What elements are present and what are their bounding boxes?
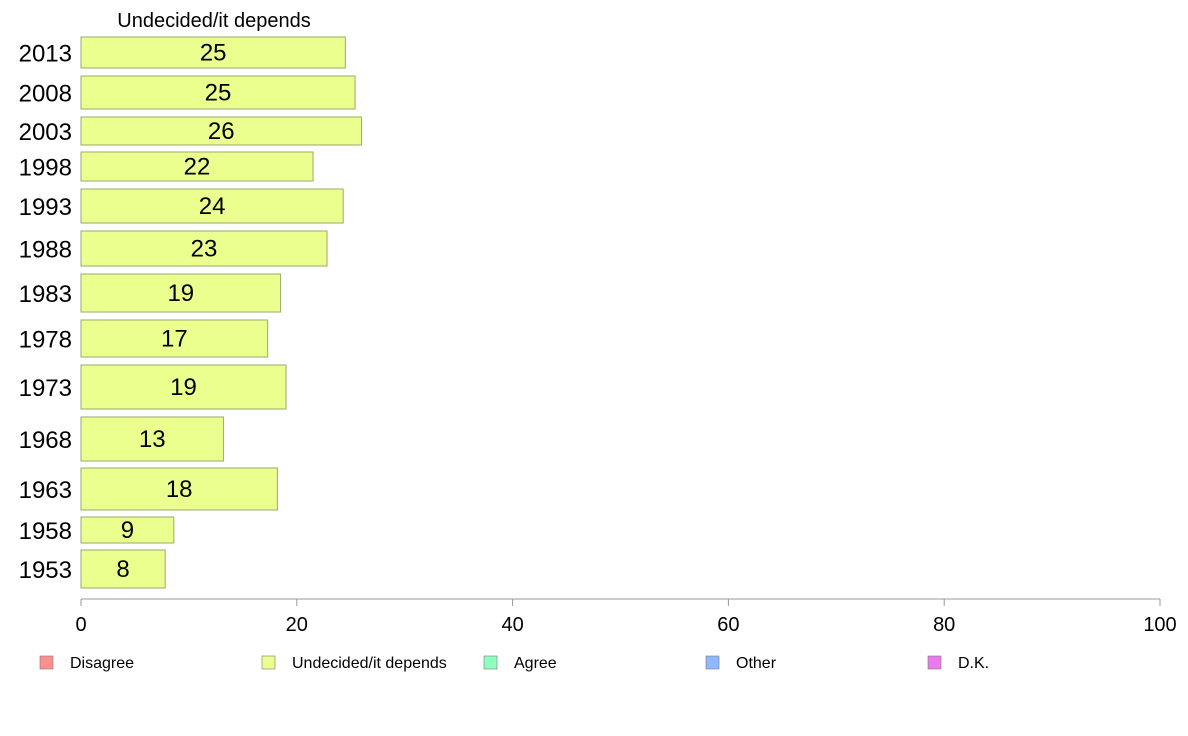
bar-1953 — [80, 549, 166, 589]
bar-value-label: 23 — [191, 236, 218, 263]
year-label: 1978 — [19, 327, 72, 354]
bar-value-label: 26 — [208, 118, 235, 145]
bar-value-label: 17 — [161, 326, 188, 353]
legend-label: Disagree — [70, 655, 134, 672]
bar-1993 — [80, 188, 344, 224]
year-label: 2013 — [19, 41, 72, 68]
legend-swatch — [705, 655, 720, 670]
bar-value-label: 8 — [116, 556, 129, 583]
bar-2003 — [80, 116, 363, 146]
bar-2008 — [80, 75, 356, 110]
year-label: 1958 — [19, 518, 72, 545]
legend: Disagree Undecided/it depends Agree Other D.… — [39, 655, 989, 672]
bar-value-label: 19 — [167, 280, 194, 307]
x-tick-label: 0 — [75, 614, 86, 636]
year-label: 1973 — [19, 375, 72, 402]
bar-1983 — [80, 273, 282, 313]
bar-value-label: 9 — [121, 517, 134, 544]
year-label: 1993 — [19, 194, 72, 221]
year-label: 1953 — [19, 557, 72, 584]
bar-value-label: 19 — [170, 374, 197, 401]
legend-label: Other — [736, 655, 777, 672]
x-tick-label: 20 — [286, 614, 308, 636]
legend-label: D.K. — [958, 655, 989, 672]
bar-value-label: 18 — [166, 476, 193, 503]
bar-1958 — [80, 516, 175, 544]
bar-value-label: 22 — [184, 154, 211, 181]
year-label: 1963 — [19, 477, 72, 504]
bar-value-label: 25 — [200, 40, 227, 67]
legend-label: Undecided/it depends — [292, 655, 447, 672]
year-label: 1998 — [19, 155, 72, 182]
x-tick-label: 100 — [1143, 614, 1176, 636]
year-label: 1988 — [19, 237, 72, 264]
bar-value-label: 25 — [205, 80, 232, 107]
x-tick-label: 60 — [717, 614, 739, 636]
bar-1988 — [80, 230, 328, 267]
legend-swatch — [261, 655, 276, 670]
bar-1973 — [80, 364, 287, 410]
legend-swatch — [483, 655, 498, 670]
legend-swatch — [39, 655, 54, 670]
legend-label: Agree — [514, 655, 557, 672]
bar-1978 — [80, 319, 269, 358]
legend-swatch — [927, 655, 942, 670]
bar-value-label: 24 — [199, 193, 226, 220]
bar-1968 — [80, 416, 224, 462]
year-label: 2003 — [19, 119, 72, 146]
x-tick-label: 80 — [933, 614, 955, 636]
x-axis: 0 20 40 60 80 100 — [75, 598, 1177, 636]
bar-value-label: 13 — [139, 426, 166, 453]
chart-title: Undecided/it depends — [117, 10, 310, 32]
bar-2013 — [80, 36, 346, 69]
bar-1998 — [80, 151, 314, 182]
year-label: 1968 — [19, 427, 72, 454]
year-labels: 2013 2008 2003 1998 1993 1988 1983 1978 1973 1968… — [19, 41, 72, 585]
bar-1963 — [80, 467, 278, 511]
year-label: 1983 — [19, 281, 72, 308]
year-label: 2008 — [19, 81, 72, 108]
x-tick-label: 40 — [501, 614, 523, 636]
